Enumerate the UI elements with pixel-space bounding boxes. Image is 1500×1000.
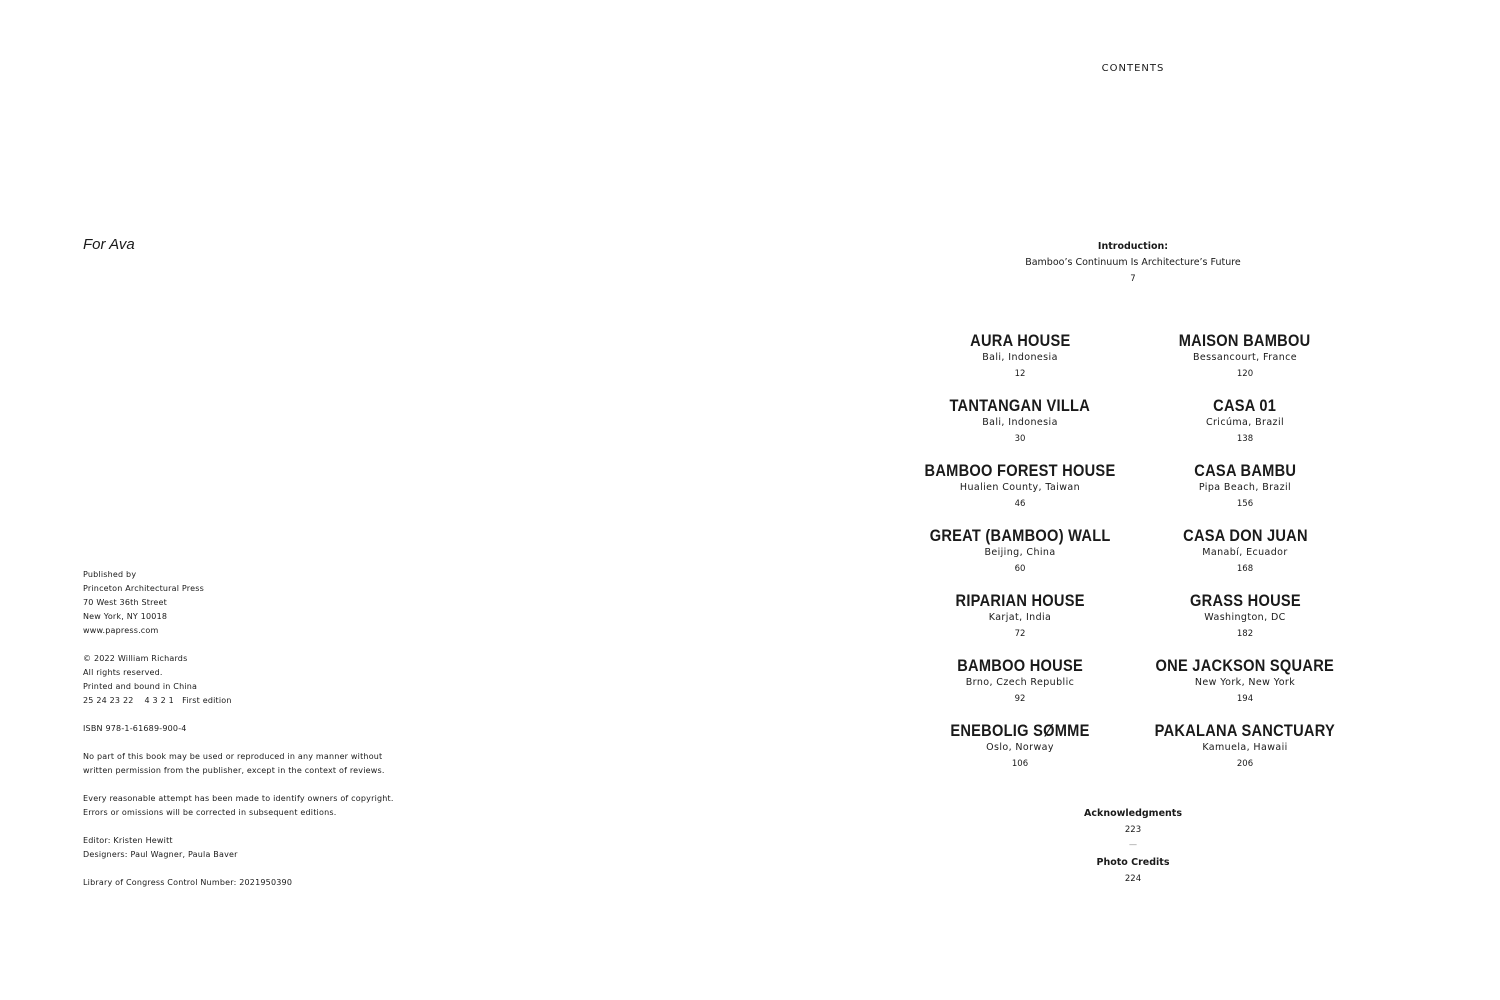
- contents-entry: GREAT (BAMBOO) WALL Beijing, China 60: [900, 526, 1140, 577]
- entry-location: Brno, Czech Republic: [965, 677, 1075, 688]
- entry-page: 138: [1236, 434, 1254, 444]
- colophon-line: 70 West 36th Street: [83, 598, 167, 607]
- spacer: [83, 638, 394, 652]
- entry-page: 156: [1236, 499, 1254, 509]
- entry-page: 194: [1236, 694, 1254, 704]
- contents-entry: CASA DON JUAN Manabí, Ecuador 168: [1125, 526, 1365, 577]
- entry-page: 92: [1014, 694, 1026, 704]
- contents-entry: CASA 01 Cricúma, Brazil 138: [1125, 396, 1365, 447]
- entry-location: Manabí, Ecuador: [1202, 547, 1288, 558]
- entry-location: Oslo, Norway: [986, 742, 1054, 753]
- entry-location: Beijing, China: [984, 547, 1056, 558]
- entry-title: BAMBOO HOUSE: [957, 656, 1083, 675]
- entry-title: AURA HOUSE: [969, 331, 1071, 350]
- entry-page: 206: [1236, 759, 1254, 769]
- entry-location: Cricúma, Brazil: [1205, 417, 1285, 428]
- entry-page: 168: [1236, 564, 1254, 574]
- contents-entry: CASA BAMBU Pipa Beach, Brazil 156: [1125, 461, 1365, 512]
- entry-title: GREAT (BAMBOO) WALL: [929, 526, 1111, 545]
- entry-location: Karjat, India: [988, 612, 1052, 623]
- entry-page: 182: [1236, 629, 1254, 639]
- entry-page: 30: [1014, 434, 1026, 444]
- entry-title: CASA DON JUAN: [1182, 526, 1308, 545]
- spacer: [83, 708, 394, 722]
- entry-location: Washington, DC: [1204, 612, 1286, 623]
- colophon-line: 25 24 23 22 4 3 2 1 First edition: [83, 696, 232, 705]
- colophon-line: New York, NY 10018: [83, 612, 168, 621]
- entry-title: ONE JACKSON SQUARE: [1155, 656, 1335, 675]
- colophon-line: www.papress.com: [83, 626, 159, 635]
- entry-page: 60: [1014, 564, 1026, 574]
- entry-title: PAKALANA SANCTUARY: [1154, 721, 1336, 740]
- colophon-line: Princeton Architectural Press: [83, 584, 204, 593]
- contents-heading: CONTENTS: [1101, 63, 1165, 74]
- acknowledgments-title: Acknowledgments: [1084, 808, 1182, 819]
- colophon-line: Designers: Paul Wagner, Paula Baver: [83, 850, 238, 859]
- entry-location: Kamuela, Hawaii: [1202, 742, 1288, 753]
- entry-title: MAISON BAMBOU: [1179, 331, 1311, 350]
- spacer: [83, 862, 394, 876]
- contents-entry: GRASS HOUSE Washington, DC 182: [1125, 591, 1365, 642]
- photo-credits-page: 224: [1124, 874, 1142, 884]
- entry-title: CASA BAMBU: [1194, 461, 1296, 480]
- colophon-line: Errors or omissions will be corrected in…: [83, 808, 337, 817]
- colophon-line: written permission from the publisher, e…: [83, 766, 385, 775]
- intro-label: Introduction:: [1097, 241, 1169, 252]
- colophon-line: Printed and bound in China: [83, 682, 198, 691]
- colophon-line: © 2022 William Richards: [83, 654, 188, 663]
- separator: —: [1129, 840, 1137, 849]
- entry-title: RIPARIAN HOUSE: [955, 591, 1085, 610]
- colophon-line: All rights reserved.: [83, 668, 163, 677]
- intro-title: Bamboo’s Continuum Is Architecture’s Fut…: [1025, 257, 1241, 268]
- entry-location: New York, New York: [1194, 677, 1296, 688]
- entry-location: Hualien County, Taiwan: [959, 482, 1081, 493]
- entry-page: 120: [1236, 369, 1254, 379]
- entry-page: 72: [1014, 629, 1026, 639]
- contents-entry: PAKALANA SANCTUARY Kamuela, Hawaii 206: [1125, 721, 1365, 772]
- entry-location: Bali, Indonesia: [982, 417, 1058, 428]
- intro-page: 7: [1130, 274, 1136, 284]
- entry-location: Bessancourt, France: [1192, 352, 1298, 363]
- contents-entry: TANTANGAN VILLA Bali, Indonesia 30: [900, 396, 1140, 447]
- spacer: [83, 820, 394, 834]
- entry-title: GRASS HOUSE: [1189, 591, 1301, 610]
- entry-title: ENEBOLIG SØMME: [950, 721, 1090, 740]
- contents-entry: AURA HOUSE Bali, Indonesia 12: [900, 331, 1140, 382]
- entry-location: Pipa Beach, Brazil: [1198, 482, 1292, 493]
- acknowledgments-page: 223: [1124, 825, 1142, 835]
- entry-title: BAMBOO FOREST HOUSE: [924, 461, 1116, 480]
- entry-page: 106: [1011, 759, 1029, 769]
- contents-entry: BAMBOO HOUSE Brno, Czech Republic 92: [900, 656, 1140, 707]
- entry-location: Bali, Indonesia: [982, 352, 1058, 363]
- contents-entry: BAMBOO FOREST HOUSE Hualien County, Taiwa…: [900, 461, 1140, 512]
- contents-entry: RIPARIAN HOUSE Karjat, India 72: [900, 591, 1140, 642]
- spacer: [83, 736, 394, 750]
- entry-title: TANTANGAN VILLA: [949, 396, 1091, 415]
- colophon-line: ISBN 978-1-61689-900-4: [83, 724, 187, 733]
- colophon-line: Library of Congress Control Number: 2021…: [83, 878, 293, 887]
- colophon: Published by Princeton Architectural Pres…: [83, 568, 394, 890]
- entry-page: 12: [1014, 369, 1026, 379]
- colophon-line: No part of this book may be used or repr…: [83, 752, 383, 761]
- entry-title: CASA 01: [1213, 396, 1277, 415]
- entry-page: 46: [1014, 499, 1026, 509]
- spacer: [83, 778, 394, 792]
- colophon-line: Every reasonable attempt has been made t…: [83, 794, 394, 803]
- colophon-line: Editor: Kristen Hewitt: [83, 836, 173, 845]
- dedication: For Ava: [83, 236, 135, 253]
- contents-entry: MAISON BAMBOU Bessancourt, France 120: [1125, 331, 1365, 382]
- colophon-line: Published by: [83, 570, 137, 579]
- contents-entry: ONE JACKSON SQUARE New York, New York 194: [1125, 656, 1365, 707]
- contents-entry: ENEBOLIG SØMME Oslo, Norway 106: [900, 721, 1140, 772]
- photo-credits-title: Photo Credits: [1096, 857, 1170, 868]
